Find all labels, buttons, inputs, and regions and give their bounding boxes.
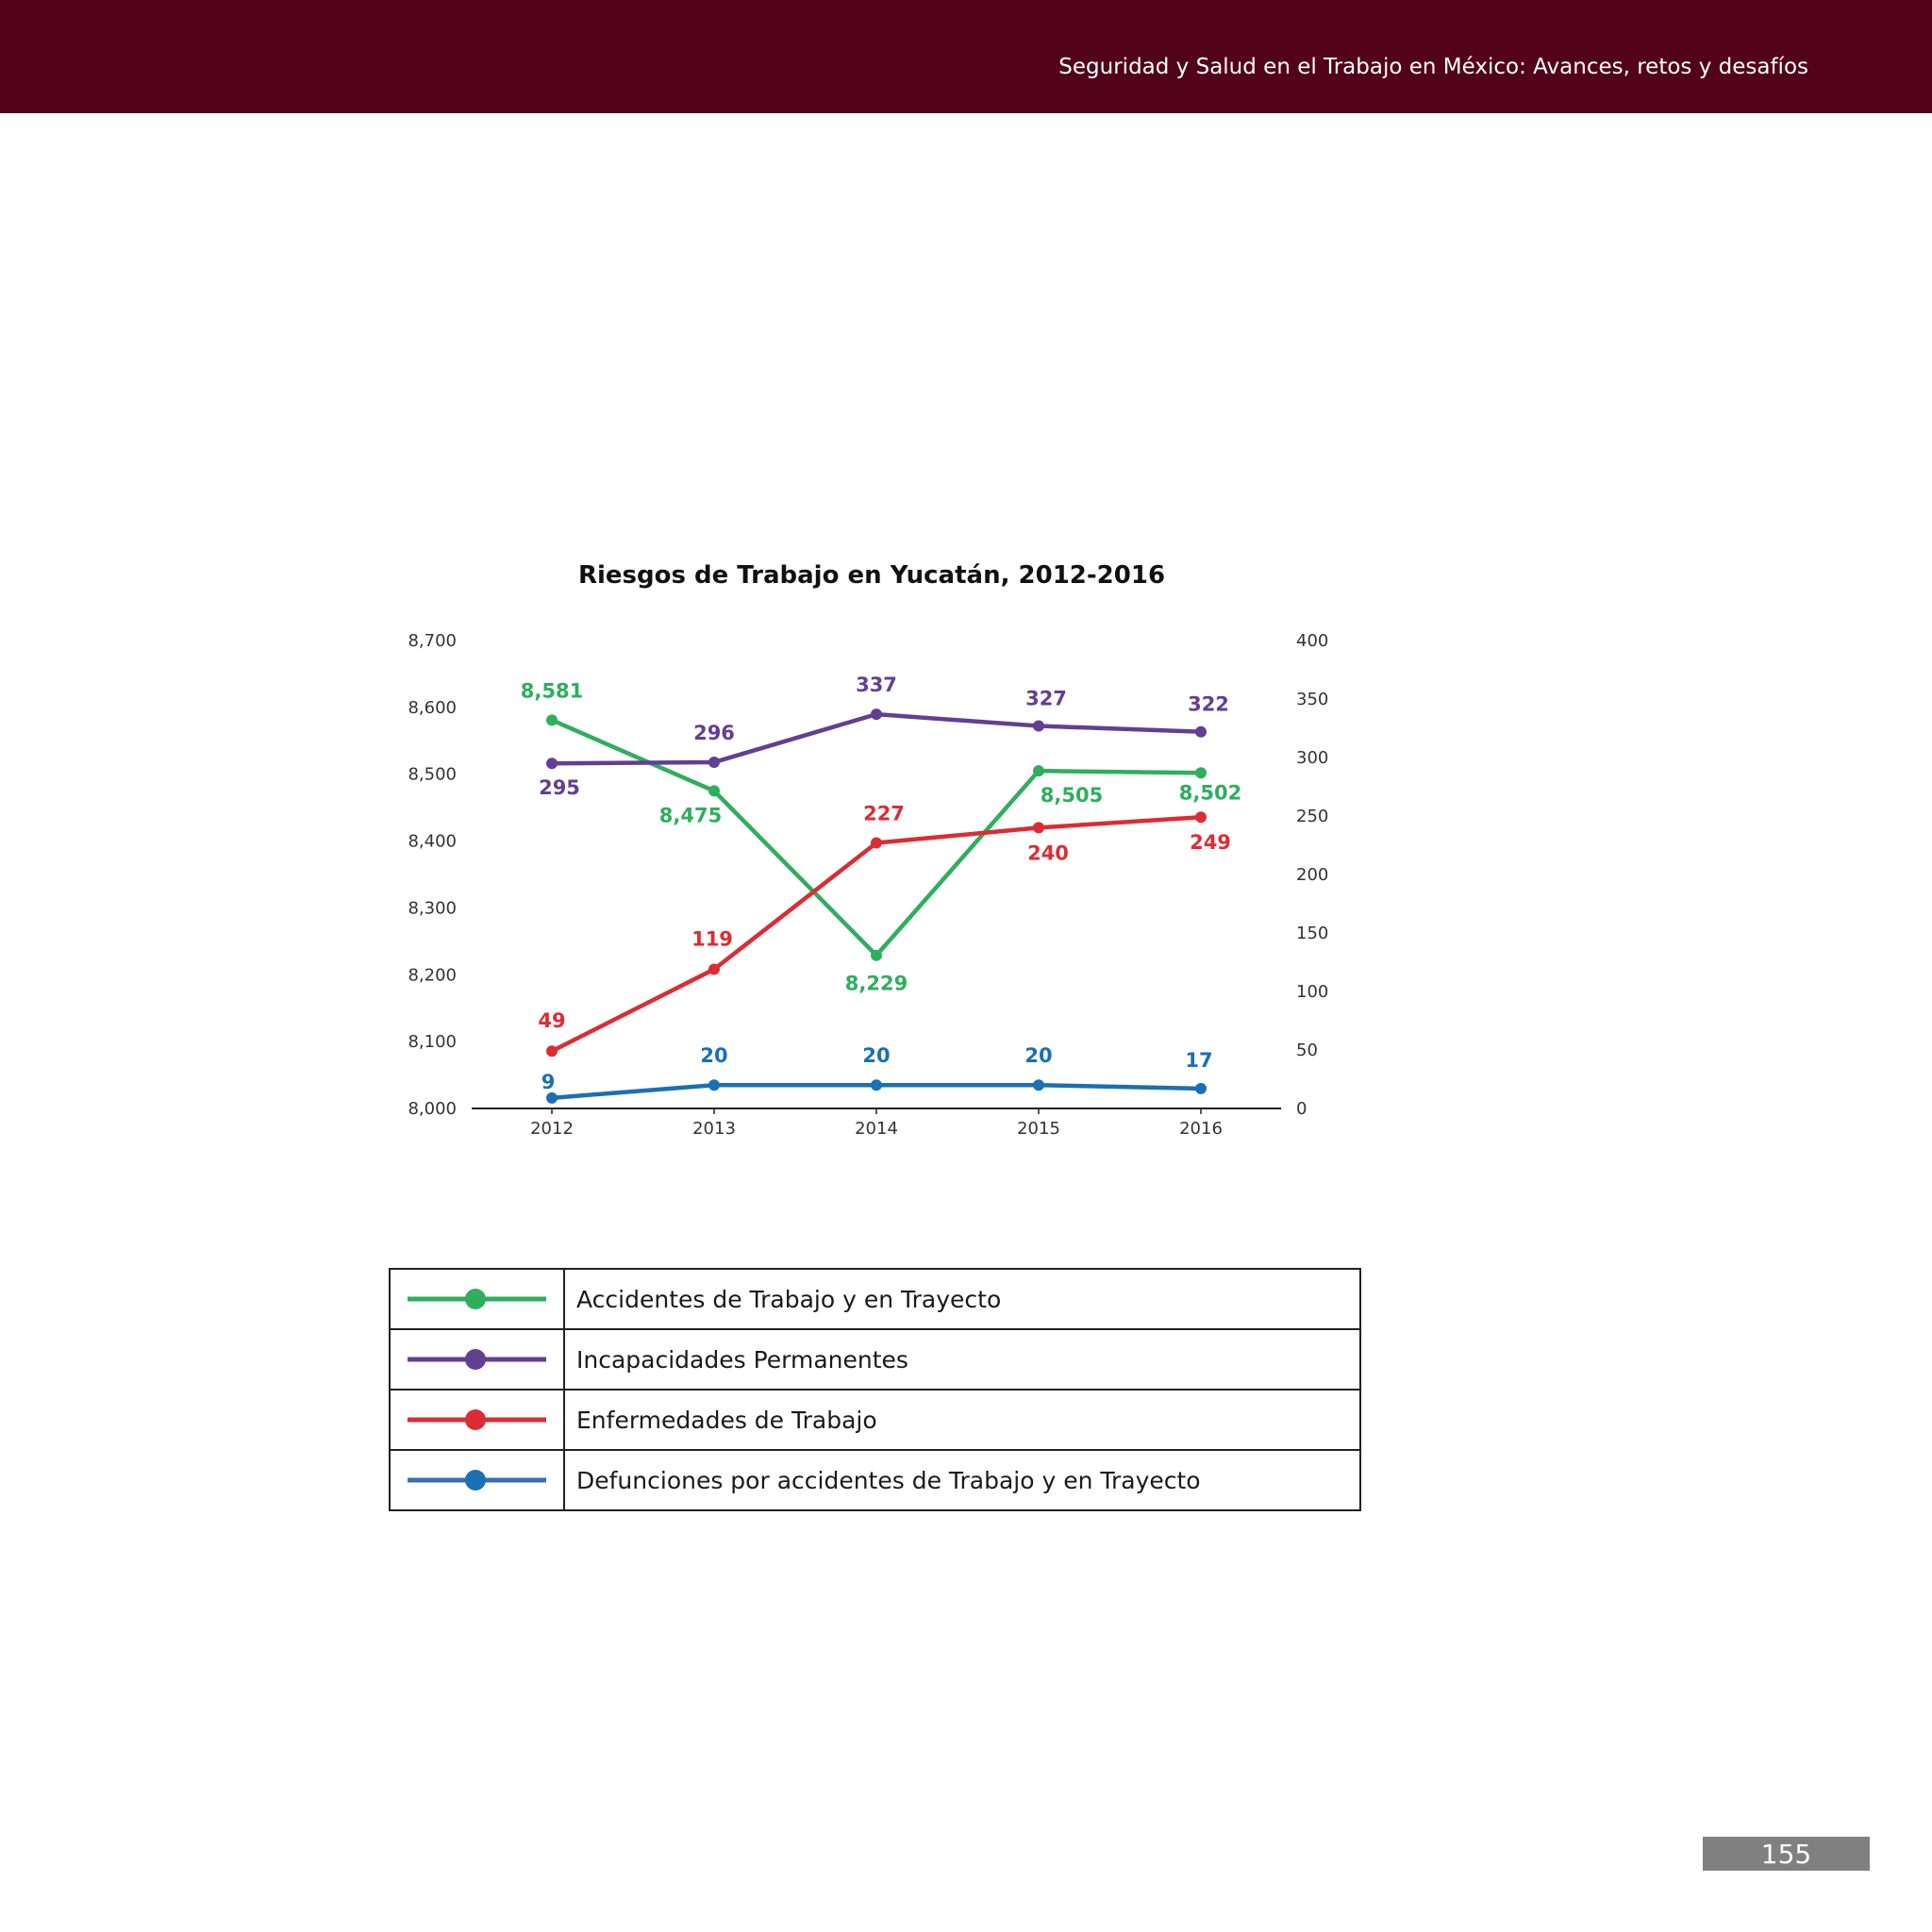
series-0-point — [871, 949, 882, 961]
series-3-point — [1195, 1082, 1207, 1094]
y-right-tick-label: 300 — [1296, 748, 1328, 768]
series-2-data-label: 227 — [863, 803, 905, 825]
page-number-box: 155 — [1703, 1837, 1870, 1871]
series-1-point — [708, 756, 720, 768]
series-2-point — [1033, 822, 1044, 834]
chart-title: Riesgos de Trabajo en Yucatán, 2012-2016 — [578, 561, 1165, 590]
series-2-line — [549, 814, 1204, 1054]
legend-row: Incapacidades Permanentes — [389, 1328, 1361, 1391]
axes: 2012 2013 2014 2015 2016 8,000 8,100 8,200 8,300… — [408, 631, 1328, 1139]
series-1-line — [549, 711, 1204, 766]
series-0-data-label: 8,502 — [1179, 781, 1241, 804]
legend-key-cell — [389, 1389, 565, 1451]
legend-swatch-dot — [465, 1409, 486, 1430]
y-left-tick-label: 8,600 — [408, 698, 457, 718]
series-3-data-label: 20 — [862, 1044, 890, 1067]
series-2-data-label: 240 — [1027, 841, 1069, 864]
legend-swatch-icon — [408, 1349, 546, 1370]
legend-swatch-icon — [408, 1470, 546, 1491]
legend-table: Accidentes de Trabajo y en Trayecto Incap… — [389, 1268, 1361, 1511]
series-0-point — [546, 714, 558, 726]
series-1-point — [1033, 720, 1044, 732]
y-right-tick-label: 0 — [1296, 1099, 1307, 1119]
series-1-data-label: 296 — [693, 722, 735, 744]
series-2-point — [546, 1045, 558, 1058]
series-1-data-label: 322 — [1188, 693, 1229, 716]
series-2-point — [1195, 811, 1207, 824]
y-right-tick-label: 350 — [1296, 690, 1328, 709]
series-0-point — [708, 785, 720, 797]
x-tick-label: 2013 — [692, 1119, 736, 1139]
y-left-tick-label: 8,100 — [408, 1032, 457, 1052]
series-0-data-label: 8,229 — [845, 973, 908, 995]
series-1-point — [546, 758, 558, 770]
legend-key-cell — [389, 1268, 565, 1330]
legend-key-cell — [389, 1328, 565, 1391]
header-band: Seguridad y Salud en el Trabajo en Méxic… — [0, 0, 1932, 113]
series-3-data-label: 9 — [541, 1071, 556, 1093]
series-1-data-label: 327 — [1025, 688, 1067, 710]
series-3-point — [546, 1091, 558, 1104]
series-3-data-label: 20 — [1024, 1044, 1052, 1067]
legend-swatch-dot — [465, 1289, 486, 1309]
legend-label: Enfermedades de Trabajo — [563, 1389, 1361, 1451]
series-3-data-label: 17 — [1185, 1049, 1212, 1072]
series-0-data-label: 8,581 — [521, 679, 583, 702]
series-3-point — [708, 1079, 720, 1091]
legend-label: Accidentes de Trabajo y en Trayecto — [563, 1268, 1361, 1330]
series-2-point — [871, 837, 882, 849]
y-right-tick-label: 100 — [1296, 982, 1328, 1002]
legend-row: Defunciones por accidentes de Trabajo y … — [389, 1449, 1361, 1511]
y-left-tick-label: 8,400 — [408, 832, 457, 852]
legend-swatch-dot — [465, 1470, 486, 1491]
series-0-point — [1195, 767, 1207, 779]
y-left-tick-label: 8,300 — [408, 898, 457, 918]
series-2-data-label: 119 — [691, 927, 733, 950]
y-left-tick-label: 8,700 — [408, 631, 457, 651]
series-1-point — [871, 708, 882, 721]
series-layer — [546, 708, 1207, 1104]
y-left-tick-label: 8,000 — [408, 1099, 457, 1119]
legend-swatch-dot — [465, 1349, 486, 1370]
header-title: Seguridad y Salud en el Trabajo en Méxic… — [1058, 55, 1808, 79]
x-tick-label: 2016 — [1179, 1119, 1223, 1139]
series-3-data-label: 20 — [700, 1044, 727, 1067]
series-3-point — [1033, 1079, 1044, 1091]
legend-row: Enfermedades de Trabajo — [389, 1389, 1361, 1451]
y-left-tick-label: 8,500 — [408, 765, 457, 785]
chart: Riesgos de Trabajo en Yucatán, 2012-2016… — [408, 561, 1328, 1139]
series-1-data-label: 295 — [539, 776, 580, 799]
series-2-point — [708, 963, 720, 975]
legend-key-cell — [389, 1449, 565, 1511]
series-0-data-label: 8,475 — [659, 804, 722, 826]
y-right-tick-label: 400 — [1296, 631, 1328, 651]
series-0-point — [1033, 765, 1044, 777]
data-labels: 8,581 8,475 8,229 8,505 8,502 295 296 337 327 322… — [521, 674, 1241, 1093]
x-tick-label: 2014 — [855, 1119, 898, 1139]
series-3-point — [871, 1079, 882, 1091]
legend-swatch-icon — [408, 1289, 546, 1309]
legend-label: Incapacidades Permanentes — [563, 1328, 1361, 1391]
series-0-data-label: 8,505 — [1041, 784, 1103, 807]
legend-row: Accidentes de Trabajo y en Trayecto — [389, 1268, 1361, 1330]
legend-swatch-icon — [408, 1409, 546, 1430]
legend-label: Defunciones por accidentes de Trabajo y … — [563, 1449, 1361, 1511]
y-right-tick-label: 250 — [1296, 807, 1328, 826]
page-number: 155 — [1760, 1839, 1812, 1870]
series-2-data-label: 49 — [538, 1009, 565, 1032]
y-right-tick-label: 150 — [1296, 924, 1328, 943]
y-right-tick-label: 50 — [1296, 1041, 1318, 1060]
series-1-data-label: 337 — [856, 674, 897, 696]
y-left-tick-label: 8,200 — [408, 965, 457, 985]
series-2-data-label: 249 — [1190, 831, 1231, 854]
series-1-point — [1195, 725, 1207, 738]
x-tick-label: 2015 — [1017, 1119, 1060, 1139]
x-tick-label: 2012 — [530, 1119, 574, 1139]
y-right-tick-label: 200 — [1296, 865, 1328, 885]
